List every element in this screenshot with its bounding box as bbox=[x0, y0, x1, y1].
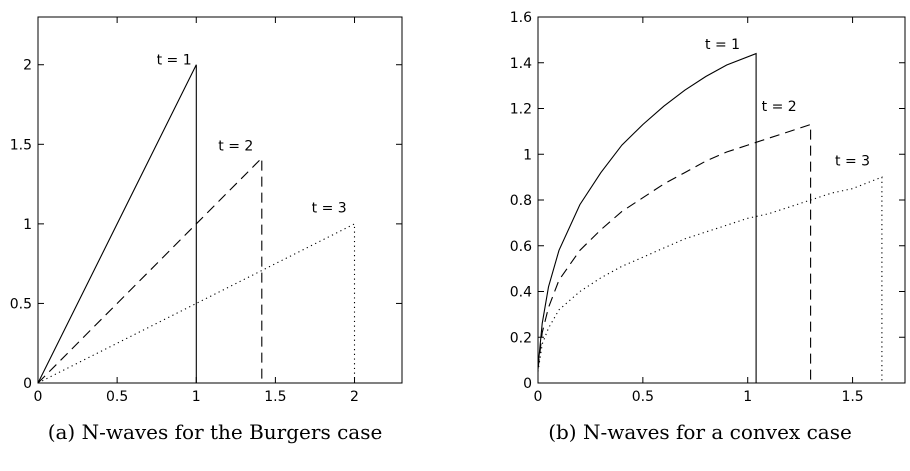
series-annotation: t = 3 bbox=[835, 154, 870, 170]
series-line-solid bbox=[37, 64, 197, 384]
y-tick-label: 0.4 bbox=[510, 285, 532, 301]
y-tick-label: 1 bbox=[23, 217, 32, 233]
axes-frame bbox=[37, 16, 403, 384]
y-tick-label: 0.2 bbox=[510, 330, 532, 346]
y-tick-label: 0 bbox=[523, 376, 532, 392]
y-tick-label: 0.5 bbox=[10, 296, 32, 312]
x-tick-label: 0 bbox=[34, 389, 43, 405]
x-tick-label: 1 bbox=[192, 389, 201, 405]
y-tick-label: 0.8 bbox=[510, 193, 532, 209]
y-tick-label: 0.6 bbox=[510, 239, 532, 255]
x-tick-label: 1.5 bbox=[264, 389, 286, 405]
y-tick-label: 1.5 bbox=[10, 137, 32, 153]
x-tick-label: 0.5 bbox=[106, 389, 128, 405]
x-tick-label: 0.5 bbox=[632, 389, 654, 405]
series-annotation: t = 3 bbox=[312, 201, 347, 217]
y-tick-label: 1.4 bbox=[510, 56, 532, 72]
caption-b: (b) N-waves for a convex case bbox=[548, 420, 852, 444]
x-tick-label: 1.5 bbox=[841, 389, 863, 405]
chart-a-burgers: 0 0.5 1 1.5 2 0 0.5 1 1.5 2 t = 1 t = 2 t = 3 bbox=[10, 16, 403, 405]
y-tick-label: 2 bbox=[23, 58, 32, 74]
x-tick-label: 0 bbox=[534, 389, 543, 405]
series-line-dotted bbox=[37, 223, 356, 384]
x-tick-label: 2 bbox=[350, 389, 359, 405]
series-annotation: t = 1 bbox=[157, 53, 192, 69]
y-tick-label: 1.6 bbox=[510, 10, 532, 26]
series-line-dashed bbox=[537, 123, 812, 383]
y-tick-label: 0 bbox=[23, 376, 32, 392]
series-annotation: t = 2 bbox=[762, 99, 797, 115]
chart-b-convex: 0 0.5 1 1.5 0 0.2 0.4 0.6 0.8 1 1.2 1.4 1.6 t = 1 t = … bbox=[510, 10, 906, 405]
caption-a: (a) N-waves for the Burgers case bbox=[47, 420, 383, 444]
series-line-dashed bbox=[37, 156, 263, 384]
y-tick-label: 1 bbox=[523, 147, 532, 163]
x-tick-label: 1 bbox=[743, 389, 752, 405]
series-annotation: t = 1 bbox=[705, 37, 740, 53]
series-line-dotted bbox=[537, 176, 883, 383]
y-tick-label: 1.2 bbox=[510, 102, 532, 118]
axes-frame bbox=[537, 16, 906, 384]
series-annotation: t = 2 bbox=[218, 139, 253, 155]
series-line-solid bbox=[537, 52, 757, 383]
